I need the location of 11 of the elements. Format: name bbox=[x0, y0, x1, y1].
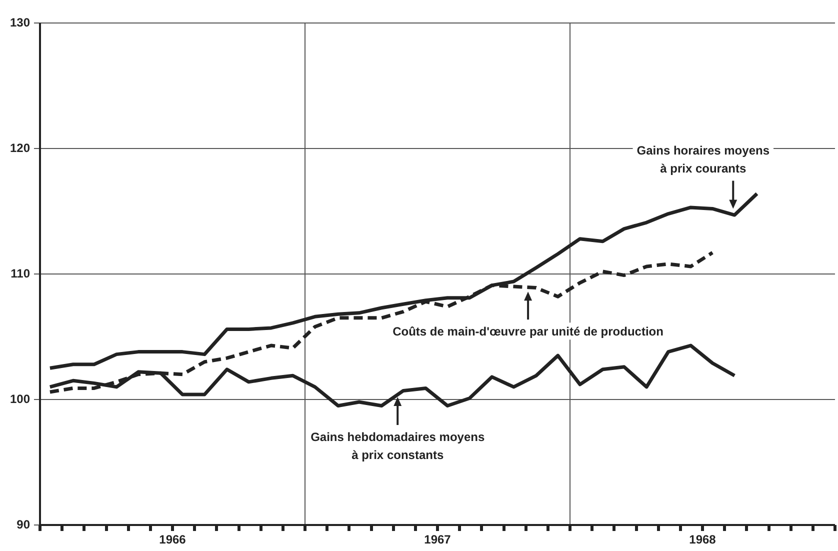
annotation: Gains horaires moyens à prix courants bbox=[636, 144, 770, 176]
y-tick-label: 130 bbox=[10, 15, 30, 30]
x-tick-label: 1967 bbox=[424, 532, 452, 547]
y-tick-label: 100 bbox=[10, 392, 30, 406]
x-tick-label: 1966 bbox=[159, 532, 186, 547]
annotation: Coûts de main-d'œuvre par unité de production bbox=[392, 324, 664, 339]
y-tick-label: 110 bbox=[10, 266, 30, 280]
y-tick-label: 120 bbox=[10, 140, 30, 155]
annotation: Gains hebdomadaires moyens à prix constants bbox=[310, 430, 485, 462]
y-tick-label: 90 bbox=[16, 517, 30, 532]
x-tick-label: 1968 bbox=[689, 532, 716, 547]
